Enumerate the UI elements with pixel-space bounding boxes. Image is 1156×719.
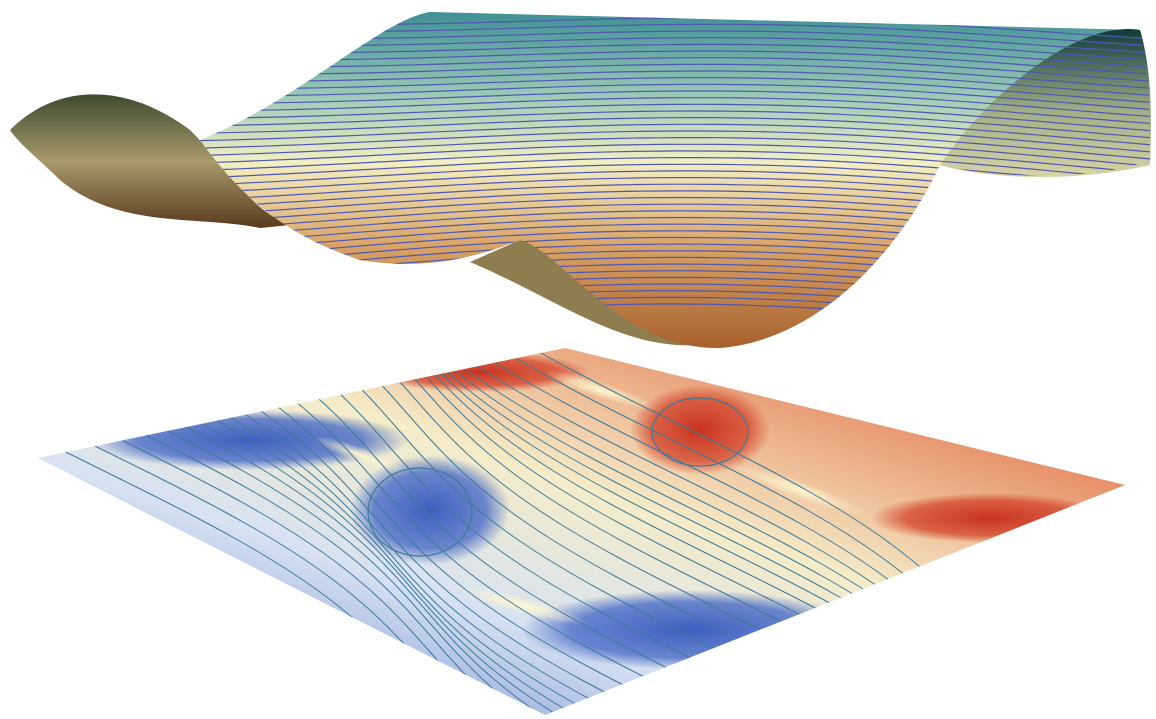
- contour-line: [200, 130, 1150, 161]
- contour-line: [38, 348, 143, 715]
- blue-region: [520, 590, 860, 670]
- blue-vortex: [350, 455, 510, 565]
- highlight: [452, 584, 588, 626]
- contour-line: [38, 348, 104, 715]
- vortex-contour: [367, 467, 473, 557]
- contour-line: [38, 348, 62, 715]
- highlight: [542, 369, 658, 411]
- contour-line: [200, 70, 1150, 97]
- contour-line: [200, 63, 1150, 90]
- highlight: [734, 464, 866, 516]
- red-region: [870, 493, 1110, 543]
- left-lobe: [10, 94, 290, 228]
- contour-line: [200, 123, 1150, 154]
- contour-line: [200, 137, 1150, 168]
- surface-sheet: [200, 12, 1150, 349]
- vortex-contour: [651, 397, 749, 467]
- contour-line: [200, 57, 1150, 83]
- contour-line: [200, 90, 1150, 118]
- contour-line: [200, 143, 1150, 175]
- contour-line: [38, 348, 495, 715]
- contour-line: [200, 157, 1150, 189]
- contour-line: [200, 150, 1150, 182]
- surface-contours: [200, 17, 1150, 345]
- contour-line: [200, 83, 1150, 111]
- contour-line: [200, 50, 1150, 76]
- highlight: [312, 436, 408, 474]
- contour-line: [0, 330, 19, 719]
- contour-line: [200, 97, 1150, 125]
- contour-line: [259, 348, 814, 715]
- contour-line: [38, 348, 179, 715]
- contour-line: [200, 77, 1150, 104]
- contour-line: [200, 110, 1150, 140]
- contour-line: [200, 103, 1150, 132]
- contour-line: [200, 116, 1150, 147]
- flat-map: [0, 330, 1125, 719]
